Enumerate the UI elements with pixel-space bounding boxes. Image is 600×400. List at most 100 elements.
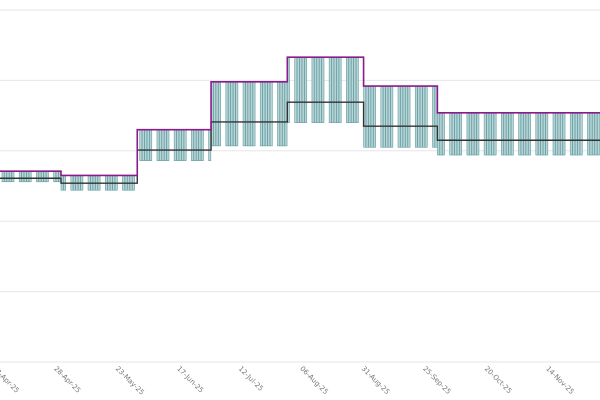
daily-bar xyxy=(471,112,475,156)
daily-bar xyxy=(311,56,315,123)
daily-bar xyxy=(144,129,148,161)
daily-bar xyxy=(439,112,443,156)
daily-bar xyxy=(247,81,251,147)
daily-bar xyxy=(6,170,10,183)
daily-bar xyxy=(518,112,522,156)
daily-bar xyxy=(156,129,160,161)
daily-bar xyxy=(353,56,357,123)
daily-bar xyxy=(370,85,374,148)
daily-bar xyxy=(346,56,349,123)
daily-bar xyxy=(503,112,507,156)
daily-bar xyxy=(164,129,167,161)
daily-bar xyxy=(43,170,47,183)
daily-bar xyxy=(562,112,566,156)
daily-bar xyxy=(493,112,497,156)
daily-bar xyxy=(173,129,177,161)
max-line xyxy=(0,56,600,177)
daily-bar xyxy=(508,112,512,156)
daily-bar xyxy=(299,56,303,123)
daily-bar xyxy=(540,112,544,156)
daily-bar xyxy=(176,129,180,161)
daily-bar xyxy=(139,129,143,161)
daily-bar xyxy=(191,129,194,161)
daily-bar xyxy=(560,112,563,156)
x-tick-label: 06-Aug-25 xyxy=(298,365,329,396)
daily-bar xyxy=(537,112,541,156)
daily-bar xyxy=(589,112,593,156)
daily-bar xyxy=(218,81,221,147)
daily-bar xyxy=(277,81,280,147)
daily-bar xyxy=(419,85,423,148)
daily-bar xyxy=(267,81,271,147)
daily-bar xyxy=(456,112,460,156)
daily-bar xyxy=(574,112,578,156)
daily-bar xyxy=(262,81,266,147)
x-tick-label: 23-May-25 xyxy=(114,365,146,397)
daily-bar xyxy=(382,85,386,148)
mean-line xyxy=(0,101,600,184)
daily-bar xyxy=(4,170,7,183)
daily-bar xyxy=(587,112,590,156)
daily-bar xyxy=(269,81,273,147)
daily-bar xyxy=(227,81,231,147)
daily-bar xyxy=(476,112,480,156)
daily-bar xyxy=(454,112,458,156)
daily-bar xyxy=(488,112,492,156)
daily-bar xyxy=(449,112,453,156)
daily-bar xyxy=(417,85,421,148)
daily-bar xyxy=(505,112,509,156)
daily-bar xyxy=(282,81,285,147)
x-tick-label: 25-Sep-25 xyxy=(421,365,452,396)
daily-bar xyxy=(314,56,317,123)
daily-bar xyxy=(594,112,598,156)
daily-bar xyxy=(523,112,526,156)
daily-bar xyxy=(592,112,595,156)
daily-bar xyxy=(235,81,239,147)
daily-bar xyxy=(21,170,25,183)
daily-bar xyxy=(402,85,406,148)
daily-bar xyxy=(397,85,401,148)
daily-bar xyxy=(264,81,268,147)
daily-bar xyxy=(355,56,359,123)
daily-bar xyxy=(55,170,59,183)
daily-bar xyxy=(41,170,44,183)
daily-bar xyxy=(407,85,411,148)
daily-bar xyxy=(1,170,5,183)
daily-bar xyxy=(259,81,263,147)
daily-bar xyxy=(149,129,153,161)
x-tick-label: 17-Jun-25 xyxy=(175,365,205,395)
daily-bar xyxy=(466,112,470,156)
daily-bar xyxy=(279,81,283,147)
daily-bar xyxy=(535,112,539,156)
daily-bar xyxy=(181,129,185,161)
daily-bar xyxy=(196,129,199,161)
daily-bar xyxy=(373,85,376,148)
daily-bar xyxy=(414,85,418,148)
daily-bar xyxy=(579,112,583,156)
x-tick-label: 28-Apr-25 xyxy=(52,365,82,395)
daily-bar xyxy=(146,129,150,161)
daily-bar xyxy=(252,81,256,147)
daily-bar xyxy=(469,112,472,156)
daily-bar xyxy=(350,56,354,123)
daily-bar xyxy=(23,170,27,183)
daily-bar xyxy=(501,112,504,156)
daily-bar xyxy=(365,85,369,148)
daily-bar xyxy=(432,85,435,148)
daily-bar xyxy=(141,129,145,161)
daily-bar xyxy=(491,112,495,156)
daily-bar xyxy=(405,85,408,148)
daily-bar xyxy=(596,112,600,156)
daily-bar xyxy=(368,85,372,148)
daily-bar xyxy=(338,56,342,123)
daily-bar xyxy=(328,56,332,123)
x-axis-ticks: 03-Apr-25 28-Apr-25 23-May-25 17-Jun-25 12-J… xyxy=(0,365,576,397)
daily-bar xyxy=(321,56,325,123)
daily-bar xyxy=(333,56,337,123)
daily-bars xyxy=(1,56,600,191)
daily-bar xyxy=(213,81,217,147)
daily-bar xyxy=(557,112,561,156)
daily-bar xyxy=(45,170,49,183)
daily-bar xyxy=(545,112,549,156)
